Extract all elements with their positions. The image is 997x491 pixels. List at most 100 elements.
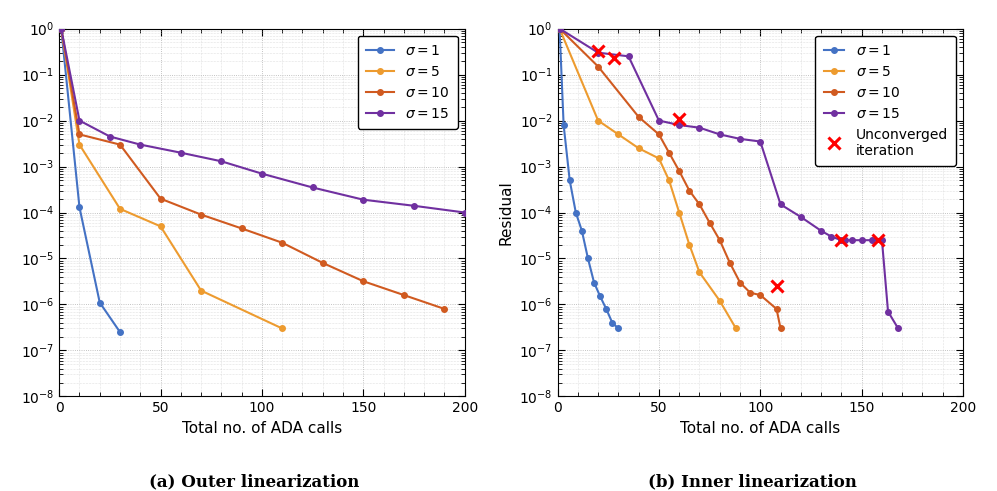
$\sigma = 10$: [724, 260, 736, 266]
$\sigma = 10$: [633, 114, 645, 120]
$\sigma = 15$: [882, 309, 894, 315]
$\sigma = 1$: [570, 210, 582, 216]
$\sigma = 10$: [663, 150, 675, 156]
Line: $\sigma = 5$: $\sigma = 5$: [556, 26, 739, 331]
$\sigma = 10$: [683, 188, 695, 193]
$\sigma = 10$: [195, 212, 207, 218]
Line: $\sigma = 10$: $\sigma = 10$: [556, 26, 784, 331]
$\sigma = 15$: [104, 134, 116, 139]
$\sigma = 15$: [835, 237, 847, 243]
$\sigma = 15$: [174, 150, 186, 156]
$\sigma = 10$: [553, 26, 565, 31]
$\sigma = 1$: [588, 279, 600, 285]
$\sigma = 10$: [673, 168, 685, 174]
$\sigma = 15$: [734, 136, 746, 142]
$\sigma = 15$: [622, 54, 634, 59]
$\sigma = 10$: [55, 26, 67, 31]
$\sigma = 15$: [694, 125, 706, 131]
$\sigma = 1$: [114, 329, 126, 335]
$\sigma = 5$: [276, 326, 288, 331]
$\sigma = 5$: [673, 210, 685, 216]
$\sigma = 1$: [74, 204, 86, 210]
$\sigma = 15$: [553, 26, 565, 31]
Line: $\sigma = 10$: $\sigma = 10$: [59, 26, 448, 312]
$\sigma = 15$: [714, 132, 726, 137]
$\sigma = 1$: [55, 26, 67, 31]
$\sigma = 1$: [582, 255, 594, 261]
$\sigma = 1$: [600, 306, 612, 312]
$\sigma = 10$: [317, 260, 329, 266]
$\sigma = 15$: [795, 214, 807, 220]
$\sigma = 5$: [612, 132, 624, 137]
$\sigma = 1$: [606, 320, 618, 326]
$\sigma = 1$: [553, 26, 565, 31]
Text: (b) Inner linearization: (b) Inner linearization: [648, 473, 857, 490]
$\sigma = 10$: [694, 201, 706, 207]
Line: $\sigma = 5$: $\sigma = 5$: [59, 26, 285, 331]
$\sigma = 10$: [74, 132, 86, 137]
$\sigma = 15$: [357, 197, 369, 203]
$\sigma = 10$: [398, 292, 410, 298]
$\sigma = 10$: [755, 292, 767, 298]
$\sigma = 15$: [459, 210, 471, 216]
Line: $\sigma = 15$: $\sigma = 15$: [556, 26, 901, 331]
$\sigma = 10$: [704, 220, 716, 226]
$\sigma = 5$: [694, 270, 706, 275]
$\sigma = 5$: [195, 288, 207, 294]
$\sigma = 1$: [563, 177, 575, 183]
$\sigma = 1$: [594, 294, 606, 300]
$\sigma = 15$: [865, 237, 877, 243]
Y-axis label: Residual: Residual: [498, 180, 513, 245]
$\sigma = 10$: [775, 326, 787, 331]
$\sigma = 10$: [357, 278, 369, 284]
$\sigma = 15$: [876, 237, 888, 243]
$\sigma = 5$: [633, 145, 645, 151]
$\sigma = 15$: [55, 26, 67, 31]
$\sigma = 10$: [155, 196, 166, 202]
$\sigma = 15$: [892, 326, 904, 331]
$\sigma = 10$: [714, 237, 726, 243]
$\sigma = 1$: [576, 228, 588, 234]
$\sigma = 10$: [771, 306, 783, 312]
$\sigma = 10$: [235, 225, 247, 231]
$\sigma = 15$: [775, 201, 787, 207]
$\sigma = 5$: [55, 26, 67, 31]
$\sigma = 15$: [816, 228, 828, 234]
$\sigma = 5$: [714, 298, 726, 304]
$\sigma = 15$: [74, 118, 86, 124]
$\sigma = 5$: [553, 26, 565, 31]
$\sigma = 5$: [114, 206, 126, 212]
$\sigma = 15$: [135, 142, 147, 148]
$\sigma = 10$: [734, 279, 746, 285]
Legend: $\sigma = 1$, $\sigma = 5$, $\sigma = 10$, $\sigma = 15$: $\sigma = 1$, $\sigma = 5$, $\sigma = 10…: [358, 35, 458, 129]
$\sigma = 15$: [215, 159, 227, 164]
Text: (a) Outer linearization: (a) Outer linearization: [149, 473, 360, 490]
$\sigma = 15$: [855, 237, 867, 243]
$\sigma = 5$: [74, 142, 86, 148]
$\sigma = 5$: [155, 223, 166, 229]
$\sigma = 10$: [653, 132, 665, 137]
X-axis label: Total no. of ADA calls: Total no. of ADA calls: [181, 421, 342, 436]
$\sigma = 15$: [839, 237, 851, 243]
$\sigma = 15$: [673, 122, 685, 128]
Line: $\sigma = 1$: $\sigma = 1$: [59, 26, 123, 335]
$\sigma = 1$: [94, 300, 106, 305]
$\sigma = 10$: [592, 63, 604, 69]
$\sigma = 5$: [730, 326, 742, 331]
$\sigma = 10$: [439, 306, 451, 312]
X-axis label: Total no. of ADA calls: Total no. of ADA calls: [680, 421, 840, 436]
$\sigma = 10$: [114, 142, 126, 148]
$\sigma = 15$: [755, 138, 767, 144]
$\sigma = 15$: [826, 234, 837, 240]
$\sigma = 1$: [612, 326, 624, 331]
Legend: $\sigma = 1$, $\sigma = 5$, $\sigma = 10$, $\sigma = 15$, Unconverged
iteration: $\sigma = 1$, $\sigma = 5$, $\sigma = 10…: [816, 35, 956, 166]
$\sigma = 15$: [408, 203, 420, 209]
$\sigma = 15$: [653, 118, 665, 124]
$\sigma = 10$: [744, 290, 756, 296]
$\sigma = 5$: [592, 118, 604, 124]
Line: $\sigma = 15$: $\sigma = 15$: [59, 26, 468, 215]
$\sigma = 10$: [276, 240, 288, 246]
$\sigma = 5$: [663, 177, 675, 183]
Line: $\sigma = 1$: $\sigma = 1$: [556, 26, 621, 331]
$\sigma = 5$: [653, 156, 665, 162]
